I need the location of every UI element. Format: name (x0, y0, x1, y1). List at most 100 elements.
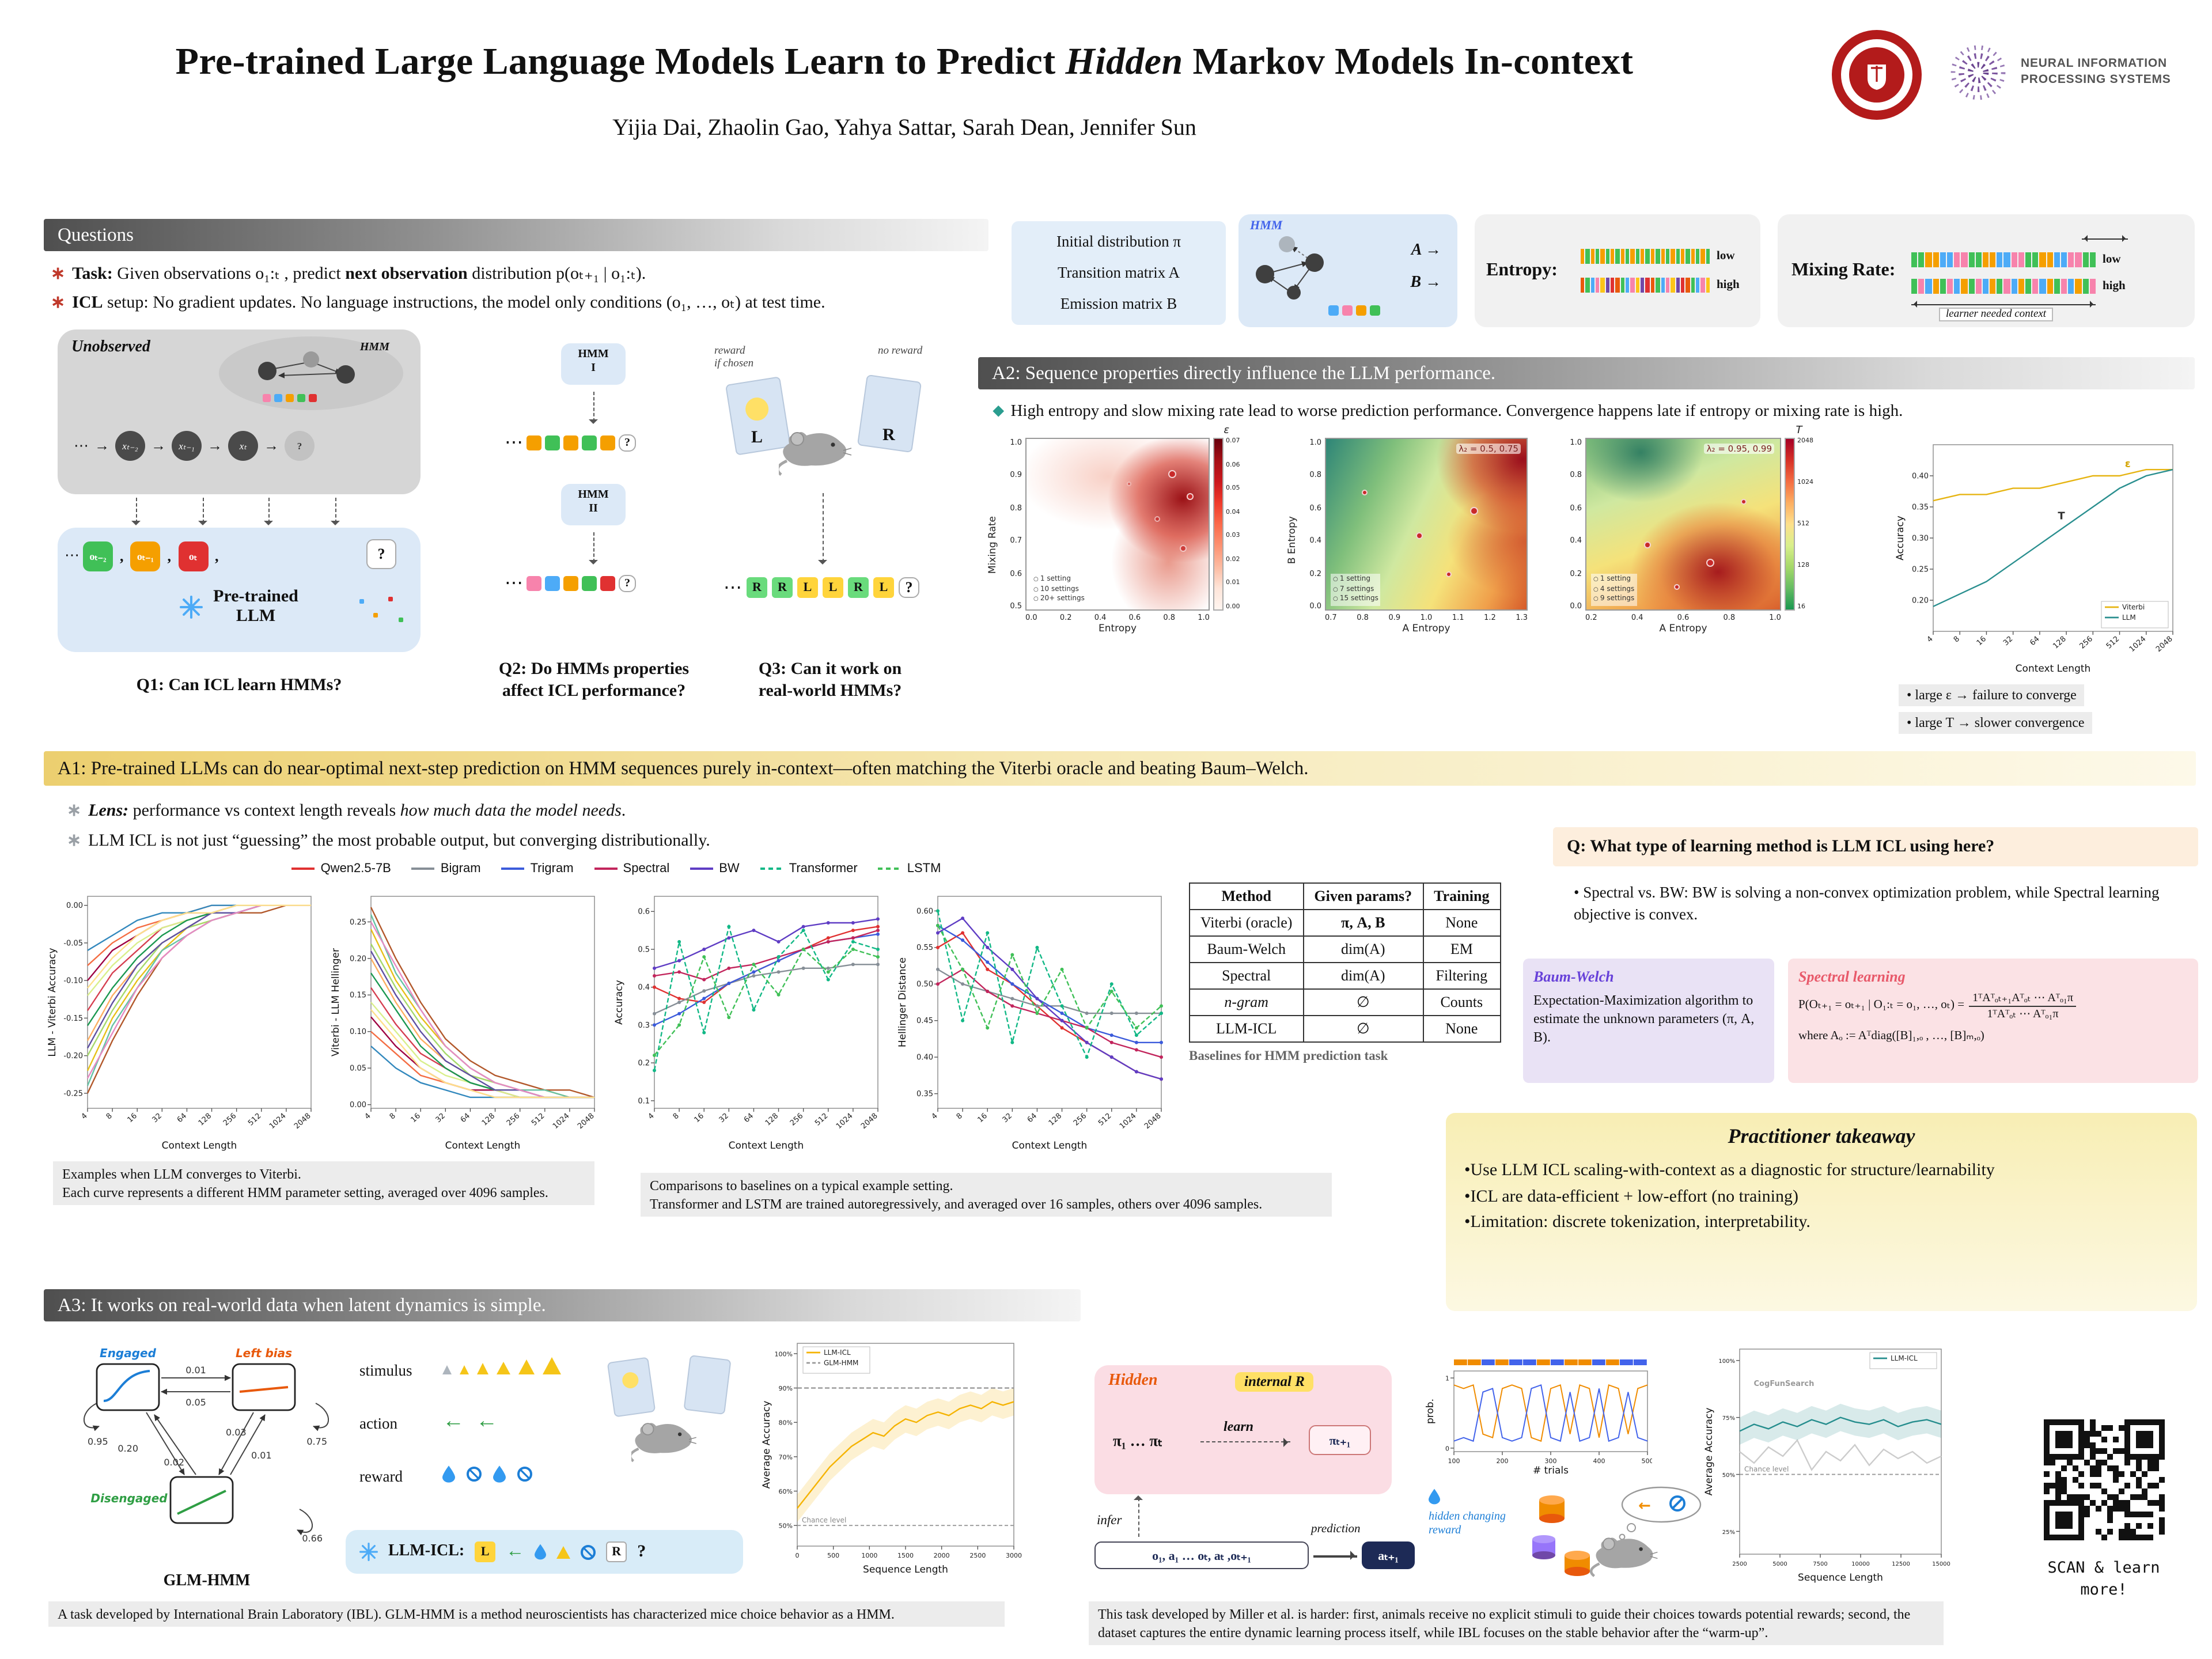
svg-text:0.3: 0.3 (638, 1021, 650, 1030)
latent-node-xt-2: xₜ₋₂ (115, 431, 145, 461)
svg-text:300: 300 (1545, 1457, 1557, 1465)
ab-entropy-heatmap: λ₂ = 0.5, 0.75 1 setting 7 settings 15 s… (1325, 438, 1528, 611)
a1-caption-right: Comparisons to baselines on a typical ex… (641, 1173, 1332, 1217)
svg-text:0.20: 0.20 (350, 955, 366, 963)
a1-llm-viterbi-chart: 0.00 -0.05 -0.10 -0.15 -0.20 -0.25 4 8 16 32 64 128… (47, 896, 313, 1152)
water-drop-icon (535, 1544, 547, 1560)
svg-text:32: 32 (2002, 635, 2014, 647)
svg-text:16: 16 (410, 1112, 422, 1124)
svg-text:128: 128 (764, 1112, 780, 1128)
svg-text:3000: 3000 (1006, 1552, 1022, 1559)
cogfunsearch-chart: 25% 50% 75% 100% 2500 5000 7500 10000 12500 15000… (1703, 1349, 1950, 1584)
takeaway-title: Practitioner takeaway (1728, 1124, 1915, 1147)
svg-text:0.05: 0.05 (350, 1065, 366, 1073)
svg-text:0.5: 0.5 (638, 945, 650, 954)
svg-text:0.00: 0.00 (66, 902, 83, 910)
reward-prob-chart: 0 1 100 200 300 400 500 # trials prob. (1425, 1359, 1652, 1476)
ellipsis: ⋯ (65, 546, 79, 563)
svg-text:1000: 1000 (861, 1552, 877, 1559)
svg-text:-0.05: -0.05 (63, 939, 83, 948)
svg-text:128: 128 (2051, 635, 2067, 651)
entropy-low-stripes (1581, 249, 1710, 264)
learner-context-caption: learner needed context (1939, 308, 2054, 321)
svg-text:1024: 1024 (2128, 635, 2148, 654)
svg-text:0.02: 0.02 (164, 1457, 184, 1468)
baum-welch-box: Baum-Welch Expectation-Maximization algo… (1523, 959, 1774, 1083)
tick-label: 0.01 (1226, 579, 1240, 587)
table-row: Spectral dim(A) Filtering (1189, 962, 1501, 990)
a1-question-heading: Q: What type of learning method is LLM I… (1553, 827, 2198, 866)
svg-text:75%: 75% (1722, 1415, 1735, 1422)
spectral-where: where Aₒ := Aᵀdiag([B]₁,ₒ , …, [B]ₘ,ₒ) (1798, 1029, 1984, 1043)
svg-text:512: 512 (2105, 635, 2121, 651)
svg-text:512: 512 (247, 1112, 263, 1128)
choice-tile: L (797, 577, 818, 598)
action-label: action (359, 1415, 397, 1432)
baselines-table-wrap: Method Given params? Training Viterbi (o… (1189, 882, 1501, 1063)
svg-text:16: 16 (1975, 635, 1988, 647)
hmm-mini-graph (258, 351, 355, 384)
table-row: Viterbi (oracle) π, A, B None (1189, 909, 1501, 937)
a1-hellinger-baselines-chart: 0.35 0.40 0.45 0.50 0.55 0.60 4 8 16 32 64 128 256 51… (897, 896, 1163, 1152)
tick-label: 1.1 (1452, 613, 1464, 622)
svg-text:60%: 60% (779, 1488, 793, 1495)
latent-node-xt-1: xₜ₋₁ (172, 431, 202, 461)
tick-label: 0.8 (1309, 470, 1321, 480)
svg-text:128: 128 (1047, 1112, 1063, 1128)
hmm1-squares (527, 435, 615, 450)
svg-text:1: 1 (1445, 1375, 1449, 1382)
svg-text:0.40: 0.40 (916, 1054, 933, 1062)
settings-legend: 1 setting 10 settings 20+ settings (1031, 573, 1087, 606)
legend-item: Spectral (594, 862, 669, 876)
a2-ab-entropy-plot-low: B Entropy 1.0 0.8 0.6 0.4 0.2 0.0 λ₂ = 0.5, 0… (1287, 438, 1530, 635)
svg-text:0.20: 0.20 (1912, 596, 1929, 605)
svg-text:256: 256 (2078, 635, 2094, 651)
svg-text:2048: 2048 (859, 1112, 880, 1131)
choice-tile: R (606, 1541, 627, 1562)
svg-text:0.4: 0.4 (638, 983, 650, 992)
left-label: L (751, 429, 763, 447)
tick-label: 1.3 (1516, 613, 1528, 622)
no-reward-icon (467, 1467, 482, 1482)
svg-text:Context Length: Context Length (445, 1140, 521, 1152)
svg-text:0.60: 0.60 (916, 907, 933, 916)
svg-text:8: 8 (388, 1112, 397, 1122)
tick-label: 0.2 (1059, 613, 1072, 622)
svg-text:0.66: 0.66 (302, 1533, 323, 1544)
svg-text:0.40: 0.40 (1912, 472, 1929, 480)
svg-text:Hellinger Distance: Hellinger Distance (897, 957, 908, 1047)
svg-text:0.30: 0.30 (1912, 534, 1929, 543)
lambda-annotation: λ₂ = 0.95, 0.99 (1704, 444, 1774, 454)
stimulus-label: stimulus (359, 1362, 412, 1379)
svg-text:400: 400 (1593, 1457, 1605, 1465)
svg-text:0.03: 0.03 (226, 1427, 247, 1438)
legend-item: Trigram (501, 862, 574, 876)
svg-text:Accuracy: Accuracy (613, 980, 625, 1025)
svg-text:16: 16 (126, 1112, 139, 1124)
svg-text:prob.: prob. (1425, 1399, 1436, 1424)
svg-text:90%: 90% (779, 1385, 793, 1392)
svg-text:64: 64 (176, 1112, 188, 1124)
down-arrow-icon (589, 392, 598, 424)
svg-text:LLM: LLM (2122, 613, 2136, 622)
comma: , (215, 547, 219, 565)
svg-text:10000: 10000 (1851, 1561, 1870, 1567)
a1-bullet2: ∗ LLM ICL is not just “guessing” the most… (67, 832, 710, 850)
pi-sequence: π₁ … πₜ (1113, 1432, 1163, 1449)
svg-text:2000: 2000 (934, 1552, 950, 1559)
svg-text:16: 16 (976, 1112, 989, 1124)
tick-label: 0.4 (1094, 613, 1107, 622)
svg-text:0.25: 0.25 (350, 918, 366, 927)
svg-text:# trials: # trials (1533, 1465, 1569, 1476)
svg-text:-0.15: -0.15 (63, 1014, 83, 1023)
emission-squares (263, 394, 317, 402)
scan-text: SCAN & learn more! (2047, 1559, 2160, 1599)
entropy-mixing-heatmap: 1 setting 10 settings 20+ settings (1025, 438, 1210, 611)
mixing-high-stripes (1911, 279, 2096, 294)
no-reward-icon (517, 1467, 532, 1482)
tick-label: 0.0 (1025, 613, 1037, 622)
svg-text:-0.10: -0.10 (63, 977, 83, 986)
ellipsis: ⋯ (74, 437, 89, 454)
svg-text:1024: 1024 (835, 1112, 855, 1131)
a1-accuracy-baselines-chart: 0.1 0.2 0.3 0.4 0.5 0.6 4 8 16 32 64 128 256 512 1024 2… (613, 896, 880, 1152)
